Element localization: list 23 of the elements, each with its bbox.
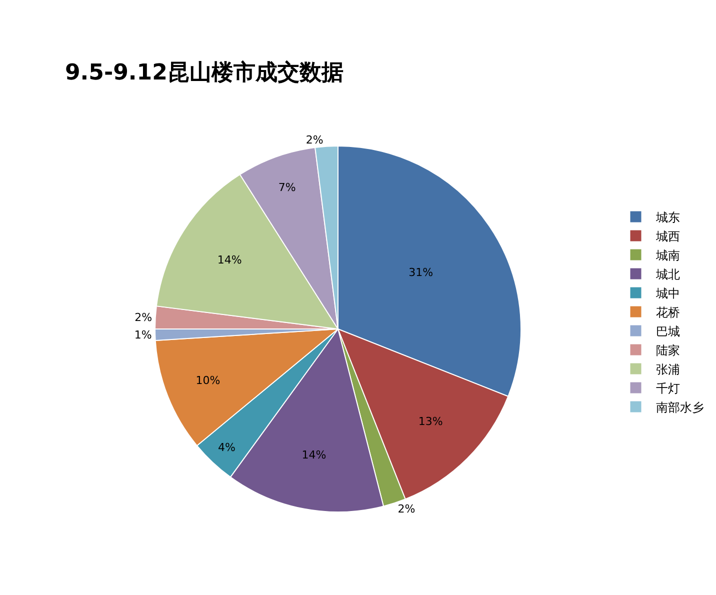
data-label: 10% [196,374,220,387]
data-label: 14% [217,254,242,267]
legend-label: 千灯 [656,381,680,396]
legend-label: 南部水乡 [656,400,704,414]
legend-label: 张浦 [656,362,680,376]
data-label: 4% [218,441,236,454]
data-label: 2% [306,133,324,146]
data-label: 7% [278,181,296,194]
legend-label: 城西 [654,229,680,244]
legend-label: 陆家 [656,343,680,358]
legend-label: 城东 [654,210,680,224]
data-label: 31% [408,266,434,280]
legend-label: 花桥 [656,305,680,320]
data-label: 2% [134,310,152,324]
data-label: 1% [134,328,152,342]
legend-label: 城中 [654,286,680,300]
legend-label: 城南 [654,248,680,262]
data-label: 13% [418,415,443,428]
data-label: 14% [302,448,326,462]
legend-label: 巴城 [656,324,680,338]
chart-title: 9.5-9.12昆山楼市成交数据 [65,60,344,86]
legend-label: 城北 [654,267,680,282]
data-label: 2% [398,502,416,516]
